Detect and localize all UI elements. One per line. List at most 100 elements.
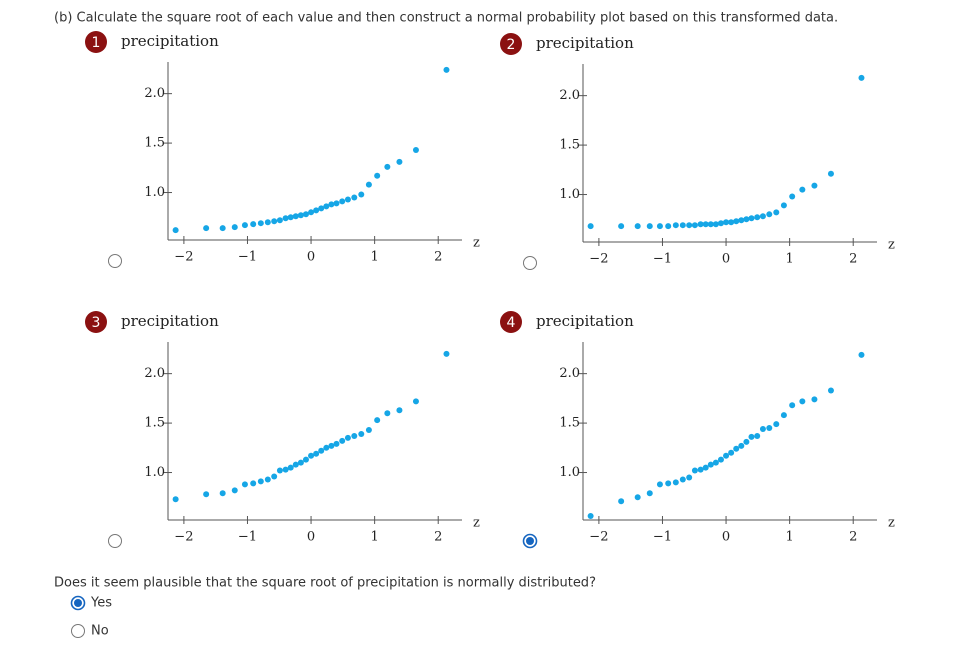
data-point	[365, 427, 372, 434]
data-point	[318, 205, 325, 212]
data-point	[231, 224, 238, 231]
x-tick-label: 0	[722, 252, 730, 267]
data-point	[811, 396, 818, 403]
y-tick-label: 1.5	[559, 138, 580, 153]
data-point	[656, 481, 663, 488]
data-point	[587, 513, 594, 520]
radio-button[interactable]	[108, 534, 122, 548]
data-point	[646, 223, 653, 230]
option-badge	[500, 311, 522, 333]
option-badge	[85, 31, 107, 53]
answer-label: Yes	[90, 596, 112, 611]
data-point	[723, 452, 730, 459]
y-tick-label: 2.0	[559, 366, 580, 381]
data-point	[691, 222, 698, 229]
data-point	[292, 461, 299, 468]
data-point	[748, 215, 755, 222]
x-tick-label: 2	[849, 530, 857, 545]
data-point	[287, 464, 294, 471]
data-point	[748, 433, 755, 440]
answer-label: No	[91, 624, 109, 639]
data-point	[686, 222, 693, 229]
data-point	[799, 186, 806, 193]
data-point	[396, 158, 403, 165]
x-tick-label: 1	[785, 252, 793, 267]
data-point	[344, 434, 351, 441]
data-point	[733, 218, 740, 225]
data-point	[302, 211, 309, 218]
y-tick-label: 2.0	[559, 88, 580, 103]
data-point	[172, 227, 179, 234]
data-point	[712, 459, 719, 466]
x-tick-label: 2	[434, 250, 442, 265]
data-point	[264, 476, 271, 483]
data-point	[282, 215, 289, 222]
data-point	[717, 456, 724, 463]
x-tick-label: −1	[653, 530, 672, 545]
radio-button[interactable]	[523, 256, 537, 270]
data-point	[250, 480, 257, 487]
x-axis-label: z	[888, 516, 895, 531]
data-point	[738, 442, 745, 449]
x-tick-label: −1	[238, 530, 257, 545]
radio-button[interactable]	[108, 254, 122, 268]
data-point	[702, 464, 709, 471]
y-tick-label: 2.0	[144, 366, 165, 381]
data-point	[780, 412, 787, 419]
x-axis-label: z	[473, 516, 480, 531]
y-axis-label: precipitation	[121, 32, 219, 50]
data-point	[634, 494, 641, 501]
y-tick-label: 1.0	[559, 465, 580, 480]
y-tick-label: 1.0	[144, 185, 165, 200]
data-point	[282, 466, 289, 473]
data-point	[697, 221, 704, 228]
data-point	[257, 478, 264, 485]
data-point	[679, 222, 686, 229]
data-point	[743, 216, 750, 223]
data-point	[766, 425, 773, 432]
data-point	[271, 473, 278, 480]
data-point	[858, 351, 865, 358]
data-point	[738, 217, 745, 224]
data-point	[766, 211, 773, 218]
data-point	[733, 445, 740, 452]
x-tick-label: 1	[785, 530, 793, 545]
option-badge	[85, 311, 107, 333]
data-point	[333, 200, 340, 207]
data-point	[618, 223, 625, 230]
data-point	[365, 181, 372, 188]
data-point	[292, 213, 299, 220]
data-point	[358, 191, 365, 198]
x-tick-label: 2	[434, 530, 442, 545]
data-point	[754, 214, 761, 221]
option-number: 2	[507, 37, 516, 53]
data-point	[672, 479, 679, 486]
data-point	[344, 196, 351, 203]
data-point	[172, 496, 179, 503]
data-point	[443, 350, 450, 357]
radio-button[interactable]	[71, 624, 85, 638]
question: Does it seem plausible that the square r…	[54, 576, 596, 591]
y-axis-label: precipitation	[121, 312, 219, 330]
data-point	[339, 198, 346, 205]
data-point	[264, 219, 271, 226]
data-point	[743, 438, 750, 445]
radio-dot	[526, 537, 534, 545]
data-point	[773, 209, 780, 216]
data-point	[412, 398, 419, 405]
y-tick-label: 1.0	[144, 465, 165, 480]
data-point	[323, 203, 330, 210]
data-point	[691, 467, 698, 474]
x-tick-label: 1	[370, 250, 378, 265]
data-point	[257, 220, 264, 227]
option-badge	[500, 33, 522, 55]
data-point	[587, 223, 594, 230]
y-tick-label: 1.5	[144, 416, 165, 431]
data-point	[780, 202, 787, 209]
option-number: 1	[92, 35, 101, 51]
data-point	[308, 452, 315, 459]
data-point	[271, 218, 278, 225]
data-point	[799, 398, 806, 405]
data-point	[328, 442, 335, 449]
data-point	[858, 74, 865, 81]
